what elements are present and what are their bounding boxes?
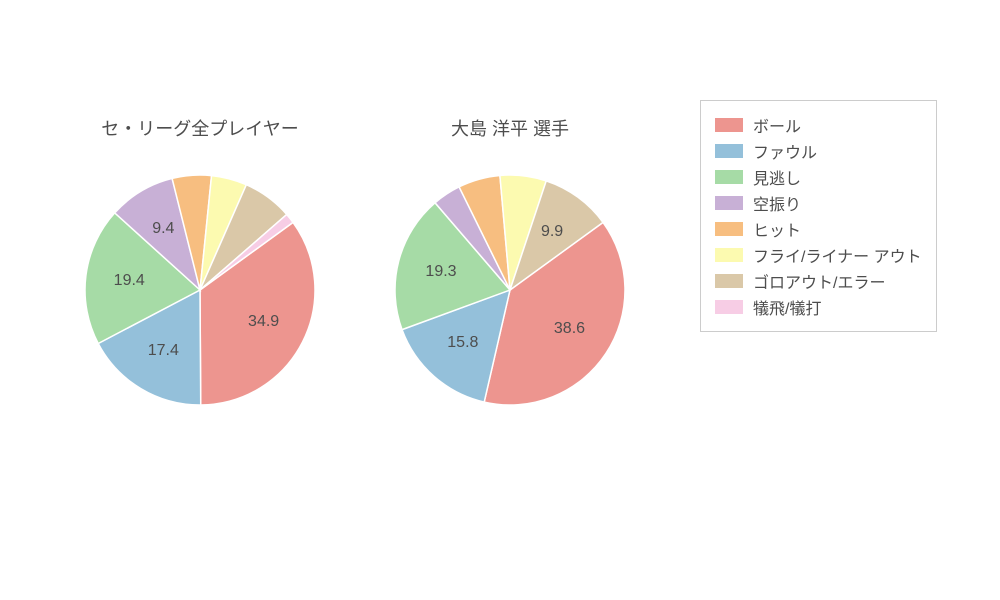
chart-container: セ・リーグ全プレイヤー34.917.419.49.4大島 洋平 選手38.615… xyxy=(0,0,1000,600)
legend-swatch-3 xyxy=(715,196,743,210)
legend-row-0: ボール xyxy=(715,113,922,137)
legend-swatch-7 xyxy=(715,300,743,314)
legend-row-6: ゴロアウト/エラー xyxy=(715,269,922,293)
legend-swatch-1 xyxy=(715,144,743,158)
legend-label-2: 見逃し xyxy=(753,165,801,189)
legend-label-0: ボール xyxy=(753,113,801,137)
legend-row-3: 空振り xyxy=(715,191,922,215)
pie-title-0: セ・リーグ全プレイヤー xyxy=(101,115,298,141)
legend-row-1: ファウル xyxy=(715,139,922,163)
legend-swatch-6 xyxy=(715,274,743,288)
legend-label-3: 空振り xyxy=(753,191,801,215)
legend-swatch-4 xyxy=(715,222,743,236)
legend-label-7: 犠飛/犠打 xyxy=(753,295,821,319)
legend-row-5: フライ/ライナー アウト xyxy=(715,243,922,267)
legend-row-7: 犠飛/犠打 xyxy=(715,295,922,319)
legend-label-4: ヒット xyxy=(753,217,801,241)
legend-label-6: ゴロアウト/エラー xyxy=(753,269,885,293)
legend-row-4: ヒット xyxy=(715,217,922,241)
pie-chart-0 xyxy=(83,173,317,407)
pie-title-1: 大島 洋平 選手 xyxy=(451,115,569,141)
legend-label-5: フライ/ライナー アウト xyxy=(753,243,922,267)
legend-swatch-0 xyxy=(715,118,743,132)
legend: ボールファウル見逃し空振りヒットフライ/ライナー アウトゴロアウト/エラー犠飛/… xyxy=(700,100,937,332)
legend-label-1: ファウル xyxy=(753,139,817,163)
legend-row-2: 見逃し xyxy=(715,165,922,189)
legend-swatch-2 xyxy=(715,170,743,184)
pie-chart-1 xyxy=(393,173,627,407)
legend-swatch-5 xyxy=(715,248,743,262)
